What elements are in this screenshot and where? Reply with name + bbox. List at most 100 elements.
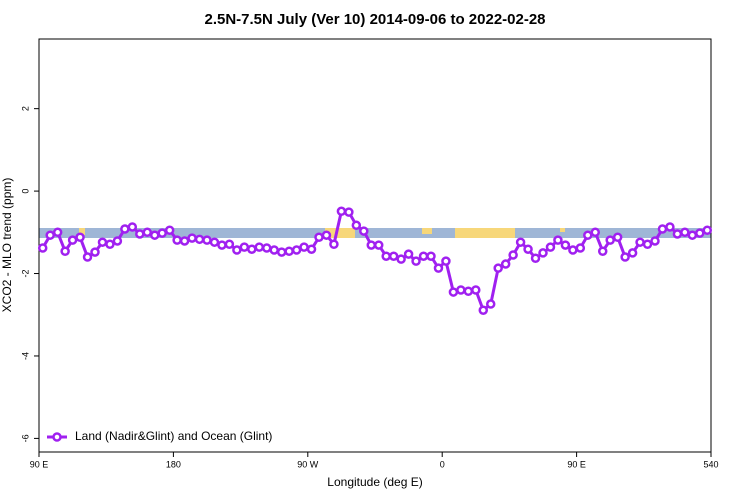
data-point	[433, 263, 444, 273]
data-point	[500, 259, 511, 269]
data-point	[97, 237, 108, 247]
data-point	[575, 243, 586, 253]
data-point	[388, 251, 399, 261]
data-point	[672, 229, 683, 239]
data-point	[373, 240, 384, 250]
x-tick-label: 540	[703, 459, 718, 469]
data-point	[627, 248, 638, 258]
data-point	[426, 251, 436, 261]
data-point	[351, 220, 362, 231]
legend-marker	[52, 432, 62, 442]
data-point	[642, 239, 653, 250]
data-point	[448, 287, 459, 297]
data-point	[284, 246, 294, 257]
data-point	[329, 239, 339, 250]
data-point	[478, 305, 489, 315]
data-point	[396, 254, 406, 264]
data-point	[463, 286, 474, 297]
data-point	[583, 230, 593, 240]
data-point	[538, 248, 548, 258]
data-point	[359, 226, 369, 236]
data-point	[105, 239, 115, 250]
data-point	[597, 246, 608, 257]
data-point	[269, 245, 279, 255]
data-point	[276, 247, 287, 257]
data-point	[456, 285, 466, 295]
data-point	[485, 299, 496, 309]
data-point	[680, 227, 690, 238]
chart-title: 2.5N-7.5N July (Ver 10) 2014-09-06 to 20…	[204, 11, 545, 28]
data-point	[142, 227, 153, 238]
data-point	[314, 232, 324, 243]
data-point	[687, 230, 698, 240]
data-point	[441, 256, 451, 266]
data-point	[209, 237, 220, 247]
x-tick-label: 0	[440, 459, 445, 469]
data-point	[650, 236, 660, 246]
data-point	[232, 245, 242, 255]
land-band	[422, 228, 432, 234]
legend-label: Land (Nadir&Glint) and Ocean (Glint)	[75, 429, 272, 443]
data-point	[590, 227, 601, 238]
data-point	[336, 206, 347, 217]
ocean-band	[39, 228, 711, 238]
land-band	[560, 228, 565, 232]
data-point	[239, 242, 250, 252]
data-point	[261, 243, 272, 253]
x-tick-label: 180	[166, 459, 181, 469]
data-point	[67, 235, 78, 245]
data-point	[291, 245, 302, 255]
data-point	[321, 230, 332, 240]
data-point	[523, 244, 533, 254]
data-point	[254, 242, 265, 252]
y-tick-label: 2	[20, 106, 30, 111]
data-point	[418, 251, 429, 261]
data-point	[202, 235, 212, 245]
series-line	[41, 209, 708, 313]
y-tick-label: -6	[20, 434, 30, 442]
data-point	[366, 240, 377, 250]
data-point	[508, 250, 518, 260]
data-point	[612, 232, 623, 243]
data-point	[172, 235, 182, 245]
data-point	[657, 224, 668, 234]
land-ocean-mask	[39, 228, 711, 238]
data-point	[52, 227, 63, 238]
data-point	[553, 235, 563, 245]
data-point	[179, 236, 190, 246]
data-point	[635, 237, 645, 247]
data-point	[82, 252, 93, 262]
x-tick-label: 90 E	[30, 459, 49, 469]
data-point	[620, 252, 630, 262]
data-point	[247, 244, 257, 254]
data-point	[299, 242, 309, 252]
data-point	[568, 245, 578, 255]
data-point	[695, 228, 705, 238]
data-point	[217, 240, 227, 250]
data-point	[530, 253, 541, 264]
data-point	[157, 228, 167, 238]
data-point	[471, 285, 481, 295]
land-band	[79, 228, 85, 235]
data-point	[75, 232, 85, 243]
data-point	[60, 246, 70, 257]
data-point	[135, 229, 145, 239]
data-point	[493, 263, 503, 273]
x-tick-label: 90 W	[297, 459, 319, 469]
y-tick-label: -4	[20, 352, 30, 360]
data-point	[120, 224, 130, 234]
data-point	[560, 240, 571, 250]
data-point	[411, 256, 421, 266]
x-tick-label: 90 E	[567, 459, 586, 469]
land-band	[325, 228, 355, 238]
data-point	[90, 247, 100, 257]
data-point	[45, 230, 55, 240]
data-point	[381, 251, 391, 261]
data-point	[224, 239, 235, 250]
data-point	[403, 249, 414, 259]
y-tick-label: -2	[20, 270, 30, 278]
land-band	[455, 228, 515, 238]
data-point	[194, 234, 205, 245]
x-axis-label: Longitude (deg E)	[327, 475, 422, 489]
